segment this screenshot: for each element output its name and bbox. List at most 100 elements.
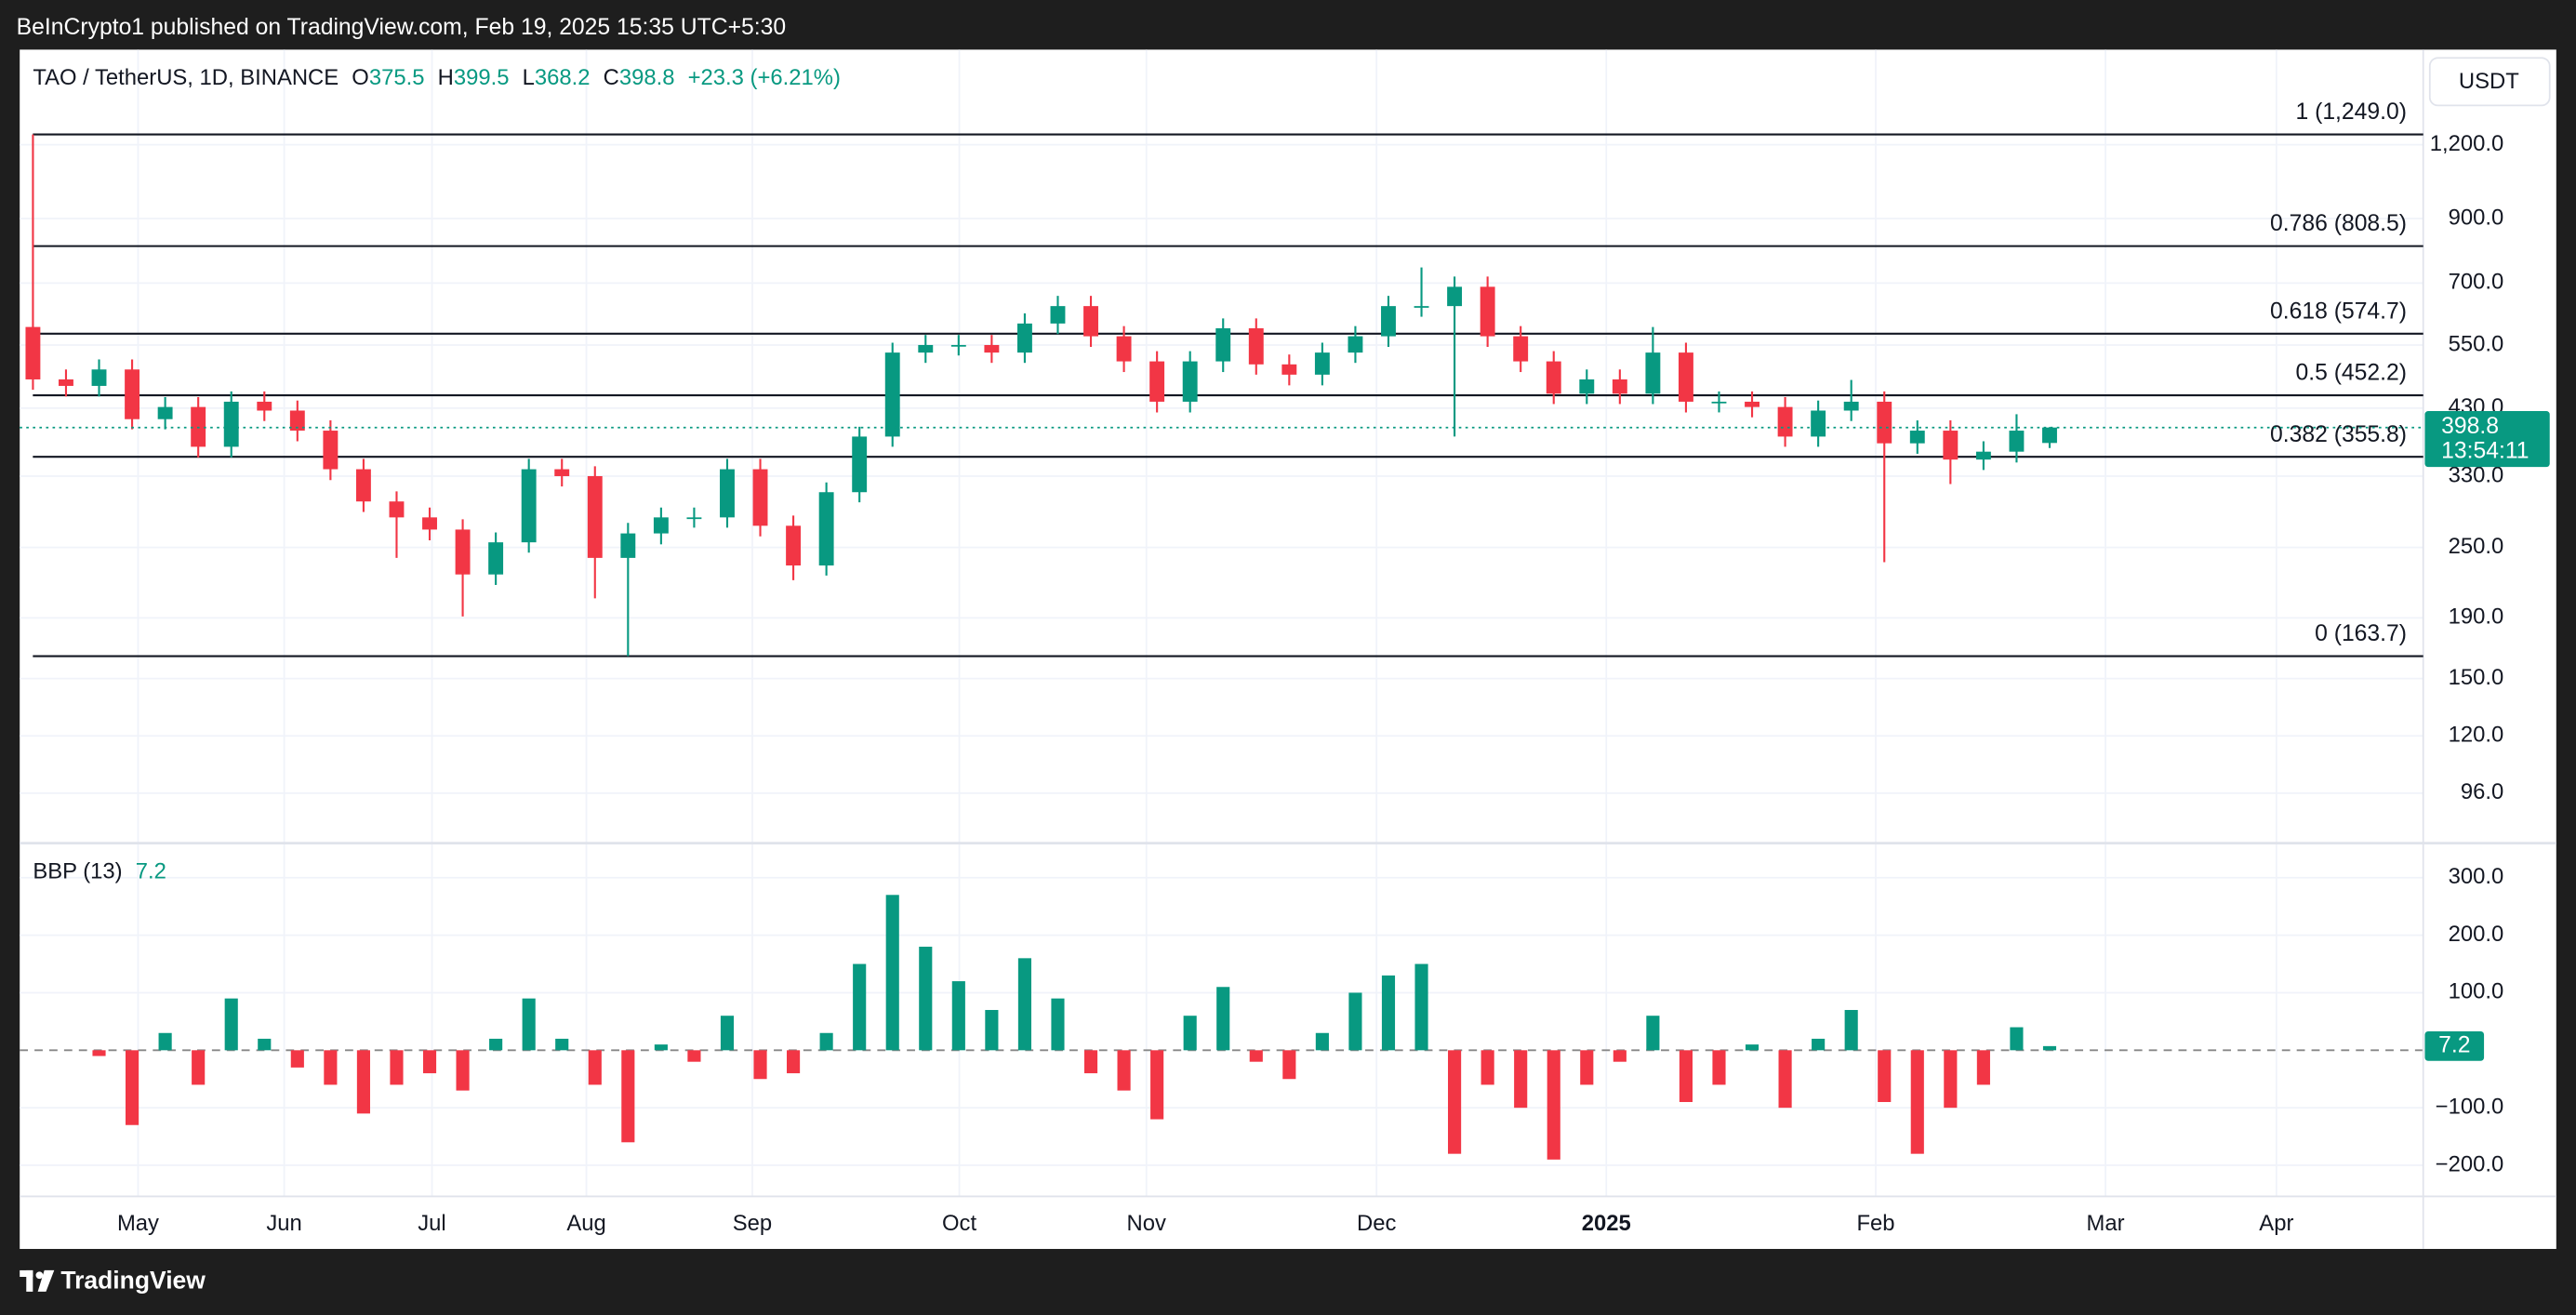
candle-body — [1050, 306, 1066, 324]
x-tick-label: Nov — [1127, 1211, 1166, 1236]
candle-body — [1612, 379, 1627, 394]
last-price-badge — [2424, 411, 2550, 468]
candle-body — [1281, 364, 1297, 375]
indicator-title: BBP (13) — [33, 859, 122, 884]
candle-body — [521, 469, 537, 543]
brand-name: TradingView — [60, 1266, 206, 1294]
candle-body — [1248, 327, 1264, 365]
indicator-badge-label: 7.2 — [2438, 1032, 2470, 1057]
bbp-bar — [853, 963, 867, 1051]
countdown-label: 13:54:11 — [2441, 439, 2529, 464]
x-tick-label: Dec — [1357, 1211, 1396, 1236]
candle-body — [984, 344, 1000, 353]
candle-body — [752, 469, 768, 526]
candle-body — [1877, 401, 1892, 444]
bbp-bar — [192, 1050, 206, 1085]
x-tick-label: Jun — [266, 1211, 301, 1236]
y-tick-label: 550.0 — [2449, 331, 2504, 356]
y-tick-label: 250.0 — [2449, 534, 2504, 559]
candle-body — [1943, 431, 1959, 460]
bbp-bar — [1414, 963, 1428, 1051]
x-tick-label: Apr — [2259, 1211, 2293, 1236]
candle-body — [1480, 286, 1495, 337]
bbp-bar — [885, 895, 899, 1051]
x-tick-label: Aug — [566, 1211, 605, 1236]
candle-body — [686, 517, 702, 520]
candle-body — [884, 352, 900, 437]
bbp-bar — [390, 1050, 404, 1085]
candle-body — [25, 326, 41, 379]
fib-label: 1 (1,249.0) — [2295, 100, 2407, 125]
candle-body — [1678, 352, 1693, 402]
bbp-bar — [324, 1050, 338, 1085]
bbp-bar — [522, 998, 536, 1051]
bbp-bar — [588, 1050, 602, 1085]
bbp-bar — [1745, 1044, 1759, 1051]
candle-body — [1149, 361, 1165, 402]
bbp-bar — [951, 981, 965, 1051]
candle-body — [950, 344, 966, 347]
brand-logo — [20, 1269, 55, 1292]
x-tick-label: Sep — [733, 1211, 772, 1236]
candle-body — [1348, 336, 1363, 353]
bbp-bar — [2010, 1027, 2024, 1051]
bbp-bar — [819, 1032, 833, 1051]
bbp-bar — [1613, 1050, 1627, 1062]
bbp-bar — [1249, 1050, 1263, 1062]
published-note: BeInCrypto1 published on TradingView.com… — [17, 15, 786, 40]
candle-body — [1811, 410, 1826, 437]
bbp-bar — [422, 1050, 437, 1074]
candle-body — [918, 344, 934, 353]
x-tick-label: May — [117, 1211, 159, 1236]
candle-body — [554, 469, 570, 476]
candle-body — [653, 517, 669, 534]
currency-label: USDT — [2459, 69, 2519, 94]
open-value: 375.5 — [369, 65, 425, 90]
candle-body — [1447, 286, 1463, 307]
bbp-bar — [1183, 1016, 1197, 1051]
bbp-bar — [1348, 992, 1362, 1051]
bbp-bar — [1580, 1050, 1594, 1085]
candle-body — [620, 533, 636, 558]
y-tick-label: 190.0 — [2449, 604, 2504, 630]
price-legend: TAO / TetherUS, 1D, BINANCE O375.5 H399.5 L… — [33, 65, 841, 90]
candle-body — [1414, 306, 1429, 308]
bbp-bar — [1646, 1016, 1660, 1051]
bbp-bar — [290, 1050, 304, 1068]
bbp-bar — [1216, 987, 1230, 1051]
bbp-bar — [654, 1044, 668, 1051]
candle-body — [1975, 451, 1991, 460]
bbp-bar — [489, 1038, 503, 1051]
bbp-bar — [456, 1050, 470, 1091]
currency-button[interactable] — [2428, 57, 2551, 107]
y-tick-label: 96.0 — [2461, 779, 2503, 804]
fib-label: 0.5 (452.2) — [2295, 361, 2407, 386]
symbol-title: TAO / TetherUS, 1D, BINANCE — [33, 65, 339, 90]
candle-body — [1745, 401, 1759, 407]
candle-body — [2009, 431, 2025, 452]
bbp-bar — [356, 1050, 370, 1114]
candle-body — [455, 529, 471, 575]
candle-body — [1777, 406, 1793, 437]
candle-body — [1314, 352, 1330, 375]
x-tick-label: Jul — [418, 1211, 445, 1236]
bbp-bar — [1150, 1050, 1164, 1120]
bbp-bar — [1778, 1050, 1792, 1109]
candle-body — [818, 492, 834, 566]
candle-body — [587, 475, 603, 558]
y-tick-label: 300.0 — [2449, 864, 2504, 889]
candle-body — [488, 542, 504, 575]
bbp-bar — [1944, 1050, 1958, 1109]
candle-body — [257, 401, 272, 411]
y-tick-label: 200.0 — [2449, 922, 2504, 947]
candle-body — [1711, 401, 1727, 404]
candle-body — [91, 369, 107, 386]
candle-body — [323, 431, 339, 470]
bbp-bar — [1976, 1050, 1990, 1085]
candle-body — [1579, 379, 1595, 394]
candle-body — [786, 525, 802, 566]
change-value: +23.3 (+6.21%) — [688, 65, 841, 90]
bbp-bar — [1514, 1050, 1528, 1109]
indicator-value: 7.2 — [136, 859, 166, 884]
